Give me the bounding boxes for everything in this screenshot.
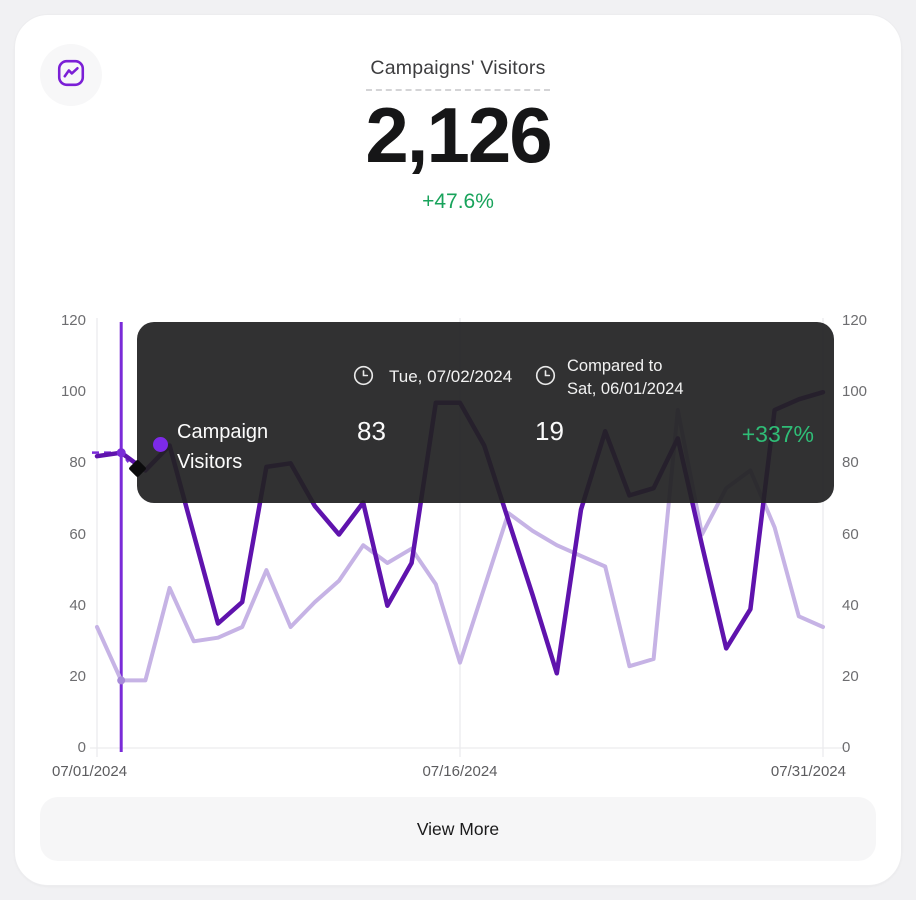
total-delta-percent: +47.6%	[422, 190, 494, 213]
tooltip-date: Tue, 07/02/2024	[389, 367, 513, 386]
y-tick-label-left: 80	[69, 454, 86, 472]
x-axis-label-mid: 07/16/2024	[422, 763, 498, 780]
tooltip-compared-date: Compared to Sat, 06/01/2024	[567, 355, 684, 401]
widget-title: Campaigns' Visitors	[366, 57, 550, 91]
tooltip-compared-value: 19	[535, 416, 564, 446]
y-tick-label-left: 100	[60, 383, 86, 401]
y-tick-label-right: 20	[842, 667, 859, 685]
series-marker-dot	[153, 437, 168, 452]
widget-icon-badge	[40, 44, 102, 106]
y-tick-label-left: 120	[60, 312, 86, 329]
y-tick-label-right: 120	[842, 312, 868, 329]
view-more-button[interactable]: View More	[40, 797, 876, 861]
chart-tooltip: Tue, 07/02/2024 Compared to Sat, 06/01/2…	[128, 322, 834, 503]
y-tick-label-left: 20	[69, 667, 86, 685]
tooltip-current-value: 83	[357, 416, 386, 446]
chart-line-icon	[56, 58, 86, 93]
x-axis-label-end: 07/31/2024	[770, 763, 846, 780]
x-axis-label-start: 07/01/2024	[52, 763, 128, 780]
y-tick-label-left: 40	[69, 596, 86, 614]
y-tick-label-right: 60	[842, 525, 859, 543]
tooltip-compared-prefix: Compared to	[567, 357, 663, 375]
y-tick-label-left: 60	[69, 525, 86, 543]
clock-icon	[535, 365, 556, 386]
total-visitors-value: 2,126	[365, 91, 552, 179]
y-tick-label-left: 0	[77, 739, 86, 756]
clock-icon	[353, 365, 374, 386]
y-tick-label-right: 40	[842, 596, 859, 614]
tooltip-compared-value-date: Sat, 06/01/2024	[567, 380, 684, 398]
y-tick-label-right: 0	[842, 739, 851, 756]
tooltip-series-label: Campaign Visitors	[177, 421, 269, 473]
tooltip-delta-percent: +337%	[741, 421, 814, 447]
y-tick-label-right: 80	[842, 454, 859, 472]
y-tick-label-right: 100	[842, 383, 868, 401]
